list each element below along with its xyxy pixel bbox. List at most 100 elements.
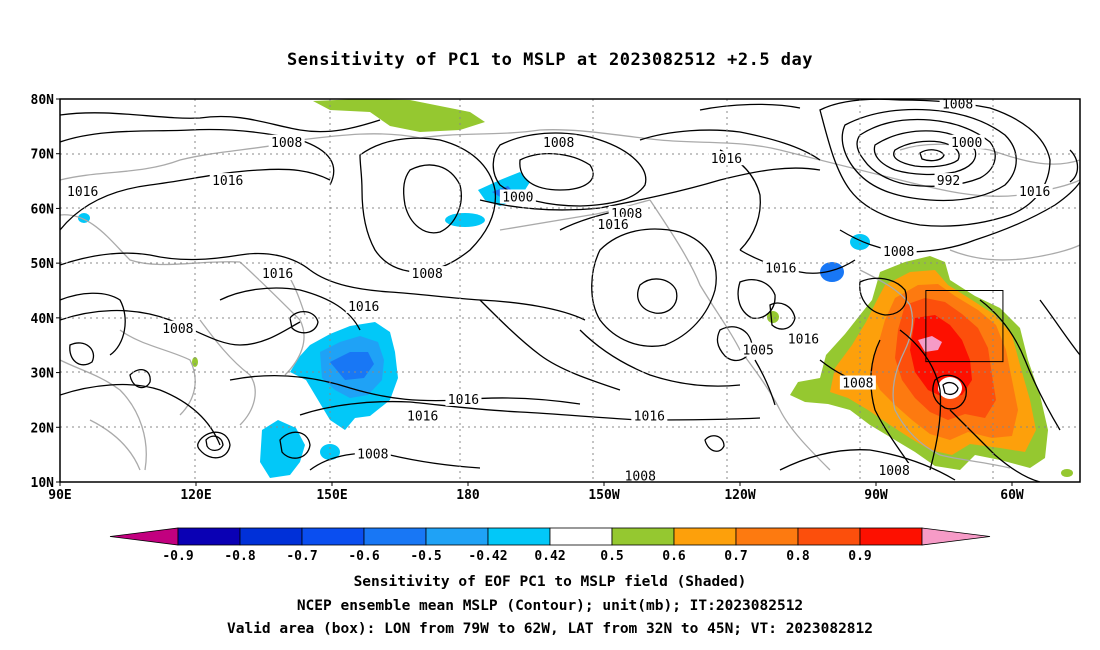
contour-label-bg xyxy=(939,99,976,111)
lon-label: 90W xyxy=(864,488,888,503)
contour-label-bg xyxy=(409,266,446,281)
contour-label-bg xyxy=(1016,184,1053,199)
contour-label-bg xyxy=(948,134,985,149)
contour-label: 992 xyxy=(937,174,960,189)
contour-label: 1008 xyxy=(625,470,656,485)
contour-label: 1008 xyxy=(162,322,193,337)
shade-cyan-south xyxy=(260,420,305,478)
colorbar-label: -0.42 xyxy=(468,549,507,564)
contour-label-bg xyxy=(708,151,745,166)
colorbar-swatch xyxy=(735,527,799,546)
colorbar-swatch xyxy=(549,527,613,546)
contour-label: 1016 xyxy=(597,218,628,233)
lat-label: 70N xyxy=(31,148,55,163)
shade-cyan-small2 xyxy=(445,213,485,227)
contour-label-bg xyxy=(631,408,668,423)
colorbar: -0.9 -0.8 -0.7 -0.6 -0.5 -0.42 0.42 0.5 0.6 0.7 0.… xyxy=(109,527,991,564)
contour-label-bg xyxy=(608,205,645,220)
contour-label-bg xyxy=(345,298,382,313)
colorbar-swatch xyxy=(487,527,551,546)
map-frame xyxy=(59,98,1081,483)
contour-label-bg xyxy=(499,189,536,204)
sensitivity-shading xyxy=(78,99,1073,478)
colorbar-label: -0.8 xyxy=(224,549,255,564)
colorbar-label: 0.7 xyxy=(724,549,747,564)
contour-label: 1016 xyxy=(711,152,742,167)
contour-label-bg xyxy=(740,342,777,357)
colorbar-swatch xyxy=(239,527,303,546)
contour-label-bg xyxy=(259,266,296,281)
lat-lon-grid xyxy=(60,99,1080,482)
colorbar-label: 0.5 xyxy=(600,549,623,564)
contour-label-bg xyxy=(64,184,101,199)
contour-label: 1016 xyxy=(788,333,819,348)
contour-label: 1016 xyxy=(634,409,665,424)
lon-label: 150W xyxy=(588,488,619,503)
colorbar-swatch xyxy=(363,527,427,546)
lat-label: 20N xyxy=(31,421,55,436)
colorbar-swatch xyxy=(301,527,365,546)
contour-labels: 1008 1016 1016 1016 1008 1016 1008 1008 1000 1008… xyxy=(64,97,1053,485)
lat-label: 40N xyxy=(31,312,55,327)
contour-label-bg xyxy=(404,408,441,423)
contour-label: 1016 xyxy=(448,393,479,408)
colorbar-label: 0.8 xyxy=(786,549,810,564)
colorbar-label: -0.7 xyxy=(286,549,317,564)
coastlines xyxy=(60,129,1080,471)
lat-label: 50N xyxy=(31,257,55,272)
contour-label: 1016 xyxy=(67,185,98,200)
contour-label: 1000 xyxy=(951,136,982,151)
contour-label-bg xyxy=(934,173,963,188)
colorbar-label: 0.6 xyxy=(662,549,686,564)
contour-label-bg xyxy=(622,468,659,482)
contour-label: 1016 xyxy=(262,267,293,282)
colorbar-label: 0.42 xyxy=(534,549,565,564)
colorbar-label: 0.9 xyxy=(848,549,871,564)
lon-label: 90E xyxy=(48,488,71,503)
shade-darkblue-pacific xyxy=(330,352,374,380)
contour-label: 1008 xyxy=(842,377,873,392)
contour-label: 1008 xyxy=(357,448,388,463)
colorbar-swatch xyxy=(673,527,737,546)
contour-label-bg xyxy=(880,244,917,259)
page-title: Sensitivity of PC1 to MSLP at 2023082512… xyxy=(286,50,813,70)
contour-label-bg xyxy=(354,446,391,461)
colorbar-swatch xyxy=(797,527,861,546)
colorbar-swatch xyxy=(859,527,923,546)
colorbar-low-triangle xyxy=(109,527,179,546)
colorbar-label: -0.6 xyxy=(348,549,379,564)
colorbar-swatch xyxy=(177,527,241,546)
contour-label-bg xyxy=(876,463,913,478)
contour-label-bg xyxy=(595,216,632,231)
shade-cyan-small6 xyxy=(320,444,340,460)
contour-label: 1008 xyxy=(942,97,973,112)
mslp-contours xyxy=(60,99,1080,482)
shade-green-arctic xyxy=(313,99,485,132)
contour-label: 1008 xyxy=(271,136,302,151)
lon-label: 150E xyxy=(316,488,347,503)
contour-label: 1008 xyxy=(543,136,574,151)
contour-label-bg xyxy=(839,375,876,390)
shade-hole-atlantic xyxy=(938,377,962,399)
contour-label-bg xyxy=(268,134,305,149)
contour-label: 1008 xyxy=(883,245,914,260)
contour-label: 1005 xyxy=(742,344,773,359)
lon-label: 120W xyxy=(724,488,755,503)
lon-label: 60W xyxy=(1000,488,1024,503)
contour-label: 1016 xyxy=(765,262,796,277)
lat-label: 80N xyxy=(31,93,55,108)
colorbar-swatch xyxy=(425,527,489,546)
shade-green-tail xyxy=(1061,469,1073,477)
lon-label: 180 xyxy=(456,488,480,503)
caption-valid-area: Valid area (box): LON from 79W to 62W, L… xyxy=(226,621,873,637)
colorbar-high-triangle xyxy=(921,527,991,546)
contour-label-bg xyxy=(785,331,822,346)
contour-label: 1016 xyxy=(407,409,438,424)
contour-label-bg xyxy=(159,320,196,335)
lat-label: 60N xyxy=(31,202,55,217)
lat-label: 10N xyxy=(31,476,55,491)
contour-label: 1008 xyxy=(412,267,443,282)
contour-label-bg xyxy=(762,260,799,275)
valid-area-box xyxy=(925,290,1004,363)
